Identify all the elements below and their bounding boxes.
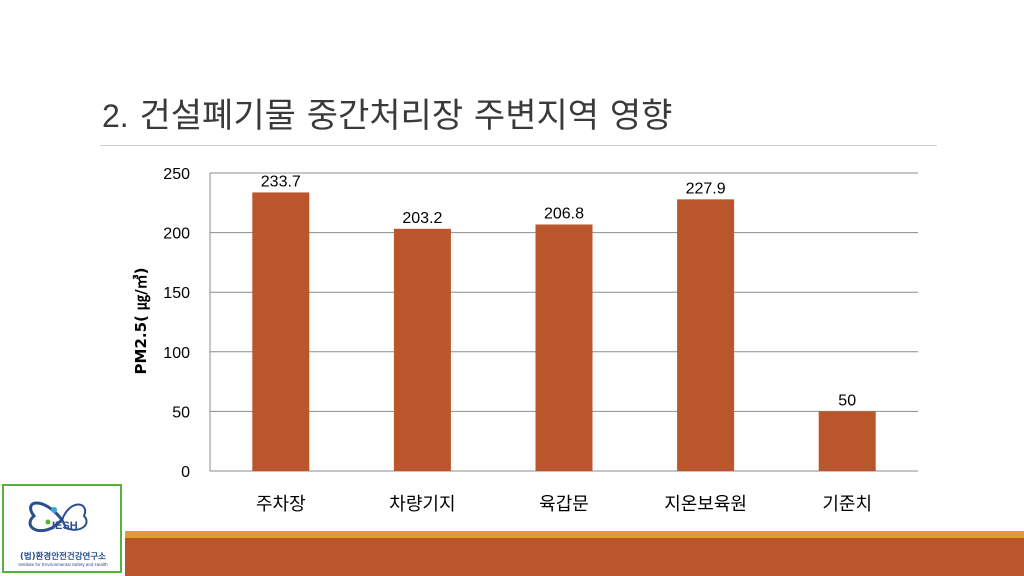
bars — [252, 192, 876, 471]
logo-subtitle: Institute for Environmental Safety and H… — [18, 562, 108, 567]
x-axis-ticks: 주차장 차량기지 육갑문 지온보육원 기준치 — [256, 494, 872, 515]
x-tick-label-4: 기준치 — [822, 494, 872, 515]
butterfly-icon — [28, 501, 88, 533]
data-label-4: 50 — [838, 392, 856, 409]
logo-name: (법)환경안전건강연구소 — [20, 552, 106, 562]
x-tick-label-1: 차량기지 — [389, 494, 455, 515]
y-axis-label: PM2.5( ㎍/㎥) — [132, 268, 151, 375]
x-tick-label-3: 지온보육원 — [664, 494, 747, 515]
y-tick-label-3: 150 — [163, 285, 190, 302]
logo-brand: IESH — [52, 520, 78, 532]
title-number: 2. — [102, 98, 129, 134]
bar-1 — [393, 228, 451, 471]
data-label-2: 206.8 — [544, 205, 584, 222]
data-label-1: 203.2 — [402, 210, 442, 227]
y-tick-label-4: 200 — [163, 226, 190, 243]
y-tick-label-0: 0 — [181, 464, 190, 481]
data-labels: 233.7 203.2 206.8 227.9 50 — [261, 173, 856, 409]
y-tick-label-2: 100 — [163, 345, 190, 362]
title-text: 건설폐기물 중간처리장 주변지역 영향 — [139, 96, 673, 136]
bar-2 — [535, 224, 593, 471]
bar-0 — [252, 192, 310, 471]
x-tick-label-2: 육갑문 — [539, 494, 589, 515]
y-axis-ticks: 0 50 100 150 200 250 — [163, 166, 190, 481]
x-tick-label-0: 주차장 — [256, 494, 306, 515]
bar-3 — [677, 199, 735, 471]
institute-logo: IESH (법)환경안전건강연구소 Institute for Environm… — [2, 484, 122, 573]
bar-chart: 233.7 203.2 206.8 227.9 50 0 50 100 150 200 250 주… — [132, 166, 918, 515]
data-label-0: 233.7 — [261, 173, 301, 190]
bar-4 — [818, 411, 876, 471]
y-tick-label-1: 50 — [172, 404, 190, 421]
footer-accent-strip — [125, 531, 1024, 538]
y-tick-label-5: 250 — [163, 166, 190, 183]
page-title: 2. 건설폐기물 중간처리장 주변지역 영향 — [102, 88, 672, 137]
data-label-3: 227.9 — [686, 180, 726, 197]
title-divider — [100, 145, 937, 146]
footer-band — [125, 531, 1024, 576]
